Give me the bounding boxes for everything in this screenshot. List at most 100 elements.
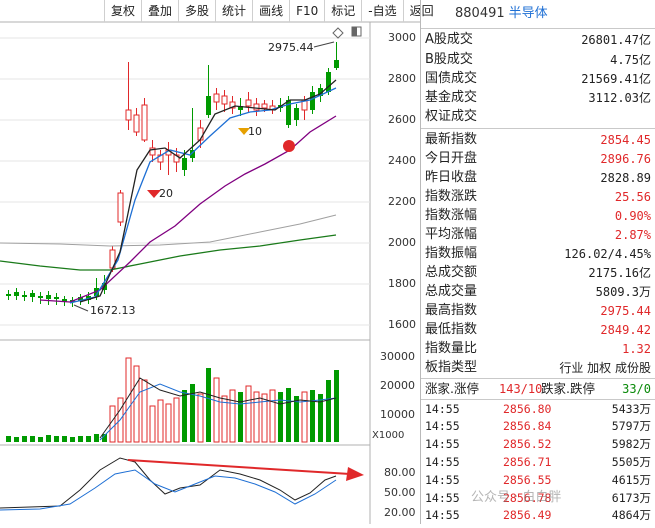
indicator-axis-label: 80.00 [384, 466, 416, 479]
candle-body [30, 293, 35, 297]
volume-bar [14, 437, 19, 442]
tick-price: 2856.52 [503, 437, 552, 451]
diamond-icon[interactable] [332, 27, 344, 39]
candle-body [117, 192, 124, 223]
price-axis-label: 2400 [388, 154, 416, 167]
index-name[interactable]: 半导体 [508, 6, 548, 21]
volume-bar [94, 434, 99, 442]
toolbar-item-diejia[interactable]: 叠加 [141, 0, 178, 22]
toolbar-item-tongji[interactable]: 统计 [215, 0, 252, 22]
tick-price: 2856.55 [503, 473, 552, 487]
indicator-axis-label: 50.00 [384, 486, 416, 499]
tick-price: 2856.49 [503, 508, 552, 522]
watermark: 公众号 · 白白胖 [471, 490, 562, 505]
stat-value: 3112.03亿 [588, 91, 651, 105]
indicator-line-blue [0, 469, 337, 511]
stat-row: 指数振幅 126.02/4.45% [425, 244, 651, 264]
info-marker-icon[interactable] [283, 140, 295, 152]
tick-volume: 5797万 [611, 419, 651, 433]
toolbar-item-huaxian[interactable]: 画线 [252, 0, 289, 22]
volume-bar [46, 435, 51, 442]
tick-volume: 6173万 [611, 491, 651, 505]
volume-bar [197, 393, 204, 443]
sector-label: 板指类型 [425, 360, 478, 375]
stat-label: 权证成交 [425, 109, 478, 124]
stat-row: 指数涨跌 25.56 [425, 187, 651, 207]
candle-body [261, 103, 268, 109]
breadth-up-value: 143/10 [499, 382, 543, 396]
candle-body [213, 93, 220, 103]
candle-body [133, 114, 140, 133]
price-axis-label: 1600 [388, 318, 416, 331]
stat-value: 126.02/4.45% [564, 247, 651, 261]
volume-bar [133, 365, 140, 443]
tick-row: 14:55 2856.80 5433万 [425, 401, 651, 418]
sector-row: 板指类型 行业 加权 成份股 [425, 358, 651, 378]
volume-ma-line [99, 377, 337, 439]
breadth-down-value: 33/0 [622, 382, 651, 396]
tick-row: 14:55 2856.84 5797万 [425, 418, 651, 435]
event-marker-icon[interactable] [147, 190, 161, 198]
indicator-axis-label: 20.00 [384, 506, 416, 519]
toolbar-item-fuquan[interactable]: 复权 [104, 0, 141, 22]
candle-body [78, 297, 83, 301]
stat-value: 2975.44 [600, 304, 651, 318]
stat-row: 总成交量 5809.3万 [425, 282, 651, 302]
ma-line-green [0, 234, 337, 271]
toolbar-item-fanhui[interactable]: 返回 [402, 0, 440, 22]
stat-label: 最高指数 [425, 303, 478, 318]
price-axis-label: 2000 [388, 236, 416, 249]
stat-value: 2175.16亿 [588, 266, 651, 280]
volume-axis-label: 10000 [380, 408, 415, 421]
toolbar-item-zixuan[interactable]: -自选 [361, 0, 402, 22]
candle-body [125, 109, 132, 121]
candle-body [334, 60, 339, 68]
tick-volume: 4615万 [611, 473, 651, 487]
stat-label: 今日开盘 [425, 151, 478, 166]
volume-bar [30, 436, 35, 442]
volume-bar [6, 436, 11, 442]
volume-bar [54, 436, 59, 442]
volume-bar [245, 385, 252, 443]
sector-links[interactable]: 行业 加权 成份股 [559, 361, 651, 375]
tick-time: 14:55 [425, 455, 460, 469]
stat-label: 指数涨幅 [425, 208, 478, 223]
candle-body [62, 299, 67, 302]
stat-value: 2.87% [614, 228, 651, 242]
stat-label: 指数振幅 [425, 246, 478, 261]
stat-row: 最低指数 2849.42 [425, 320, 651, 340]
volume-ma-line [99, 383, 337, 441]
candle-body [190, 150, 195, 158]
chart-area[interactable]: 2975.44 1672.13 20 10 复权 叠加 多股 统计 画线 F10… [0, 0, 434, 524]
trend-arrow [127, 459, 351, 475]
price-axis-label: 2200 [388, 195, 416, 208]
candle-body [238, 106, 243, 110]
event-marker-icon[interactable] [238, 128, 250, 135]
tick-volume: 5433万 [611, 402, 651, 416]
volume-bar [149, 405, 156, 443]
candle-body [326, 72, 331, 92]
candle-body [253, 103, 260, 111]
candle-body [294, 108, 299, 120]
high-annotation: 2975.44 [268, 41, 314, 54]
candlesticks [6, 42, 339, 307]
chart-svg[interactable]: 2975.44 1672.13 20 10 [0, 0, 420, 524]
stat-value: 1.32 [622, 342, 651, 356]
toolbar-item-duogu[interactable]: 多股 [178, 0, 215, 22]
tick-volume: 5982万 [611, 437, 651, 451]
toolbar-item-biaoji[interactable]: 标记 [324, 0, 361, 22]
volume-bar [253, 391, 260, 443]
indicator-line-black [0, 457, 337, 509]
toolbar-item-f10[interactable]: F10 [289, 0, 324, 22]
candle-body [141, 104, 148, 141]
volume-bar [206, 368, 211, 442]
stat-value: 2896.76 [600, 152, 651, 166]
volume-bar [86, 436, 91, 442]
stat-row: 指数量比 1.32 [425, 339, 651, 359]
tick-row: 14:55 2856.78 6173万 [425, 490, 651, 507]
candle-body [310, 92, 315, 110]
stat-label: 基金成交 [425, 90, 478, 105]
volume-axis-label: 20000 [380, 379, 415, 392]
tick-price: 2856.78 [503, 491, 552, 505]
tick-time: 14:55 [425, 419, 460, 433]
